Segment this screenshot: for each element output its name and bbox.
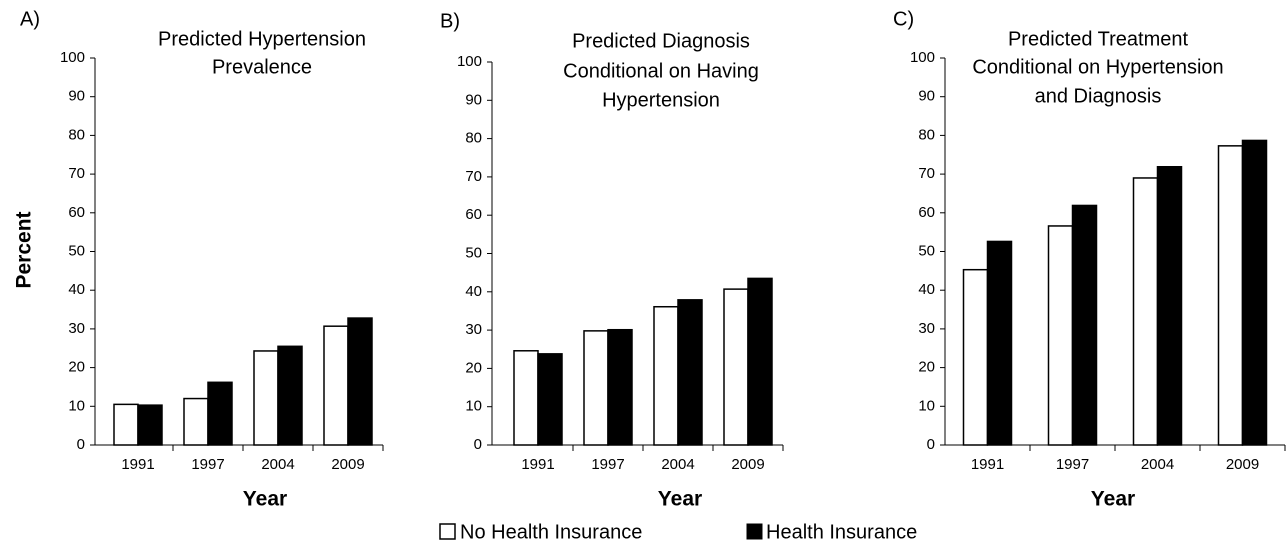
y-tick-label: 70 [465,168,482,185]
chart-title: Conditional on Having [563,60,759,82]
chart-title: Predicted Diagnosis [572,30,750,52]
y-tick-label: 10 [465,398,482,415]
bar [747,277,773,446]
x-tick-label: 1997 [1056,456,1089,473]
y-tick-label: 50 [918,242,935,259]
chart-title: and Diagnosis [1035,85,1162,107]
bar [1217,145,1244,446]
bar [677,299,703,446]
bar [1047,225,1074,446]
bar [347,317,373,446]
x-tick-label: 1991 [971,456,1004,473]
panel-label: A) [20,8,40,30]
y-tick-label: 0 [927,436,935,453]
y-tick-label: 80 [918,126,935,143]
x-axis-label: Year [243,488,287,511]
x-tick-label: 1997 [191,456,224,473]
x-tick-label: 2009 [731,456,764,473]
panel-label: C) [893,8,914,30]
y-tick-label: 20 [918,359,935,376]
bar [1071,204,1098,446]
y-tick-label: 40 [465,283,482,300]
bar [277,345,303,446]
legend-label: No Health Insurance [460,521,642,543]
x-tick-label: 2009 [1226,456,1259,473]
bar [253,350,279,446]
bar [513,350,539,446]
y-tick-label: 30 [465,321,482,338]
y-tick-label: 50 [68,242,85,259]
y-tick-label: 40 [68,281,85,298]
bar [537,353,563,446]
x-tick-label: 1991 [521,456,554,473]
x-tick-label: 2009 [331,456,364,473]
bar [583,330,609,446]
x-tick-label: 1997 [591,456,624,473]
y-tick-label: 60 [918,204,935,221]
x-tick-label: 2004 [261,456,294,473]
bar [137,404,163,446]
y-tick-label: 70 [918,165,935,182]
legend-swatch [439,523,456,540]
legend-label: Health Insurance [766,521,917,543]
x-tick-label: 1991 [121,456,154,473]
chart-title: Conditional on Hypertension [972,56,1223,78]
bar [183,397,209,446]
chart-title: Predicted Treatment [1008,28,1189,50]
bar [962,268,989,446]
y-tick-label: 20 [465,359,482,376]
bar [607,328,633,446]
y-tick-label: 80 [68,126,85,143]
bar [653,305,679,446]
y-tick-label: 100 [457,53,482,70]
y-tick-label: 100 [60,49,85,66]
y-axis-label: Percent [13,211,36,288]
bar [323,325,349,446]
x-axis-label: Year [658,488,702,511]
bar [1241,139,1268,446]
y-tick-label: 100 [910,49,935,66]
x-axis-label: Year [1091,488,1135,511]
y-tick-label: 60 [465,206,482,223]
y-tick-label: 90 [465,91,482,108]
y-tick-label: 90 [918,88,935,105]
x-tick-label: 2004 [661,456,694,473]
y-tick-label: 0 [474,436,482,453]
y-tick-label: 80 [465,130,482,147]
bar [986,240,1013,446]
y-tick-label: 50 [465,244,482,261]
y-tick-label: 60 [68,204,85,221]
panel-label: B) [440,10,460,32]
y-tick-label: 20 [68,359,85,376]
chart-title: Prevalence [212,56,312,78]
y-tick-label: 70 [68,165,85,182]
y-tick-label: 0 [77,436,85,453]
y-tick-label: 10 [68,397,85,414]
bar [207,381,233,446]
y-tick-label: 10 [918,397,935,414]
y-tick-label: 90 [68,88,85,105]
bar [113,403,139,446]
legend-swatch [746,523,763,540]
x-tick-label: 2004 [1141,456,1174,473]
bar [1132,177,1159,446]
bar [1156,165,1183,446]
chart-title: Predicted Hypertension [158,28,366,50]
y-tick-label: 40 [918,281,935,298]
chart-title: Hypertension [602,89,720,111]
bar [723,288,749,446]
y-tick-label: 30 [68,320,85,337]
y-tick-label: 30 [918,320,935,337]
